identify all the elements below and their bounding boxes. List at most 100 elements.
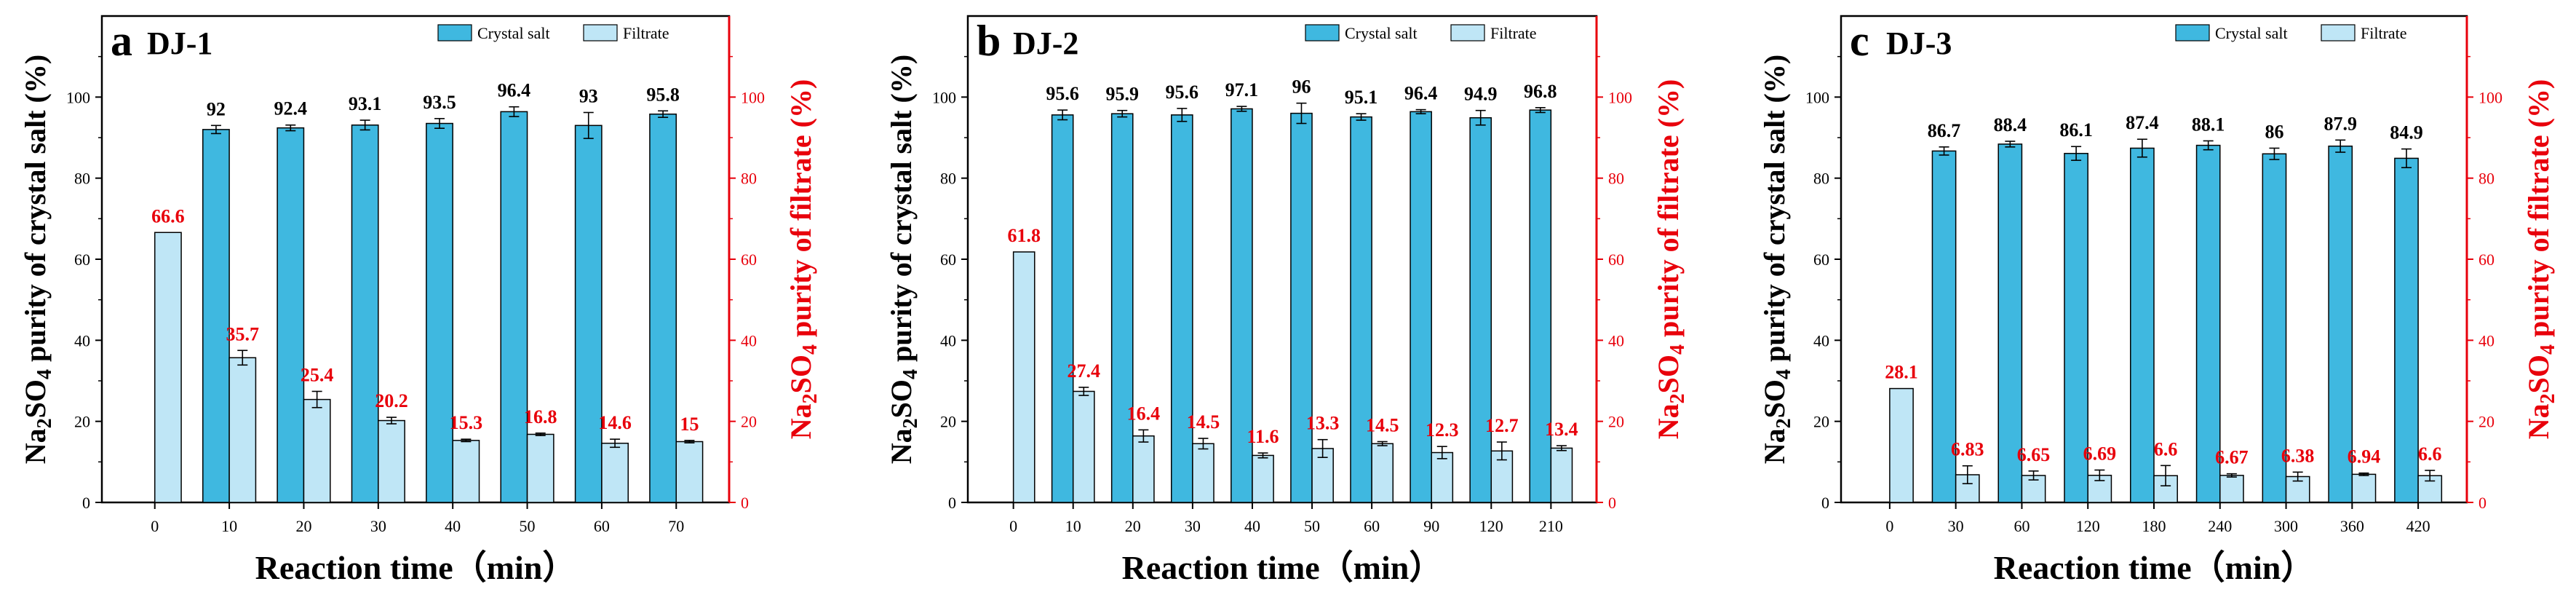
- x-tick-label: 30: [1948, 517, 1964, 535]
- x-tick-label: 0: [151, 517, 159, 535]
- crystal-salt-data-label: 93.5: [423, 92, 456, 113]
- panel-letter: a: [111, 17, 132, 65]
- x-tick-label: 60: [2014, 517, 2030, 535]
- crystal-salt-data-label: 93.1: [349, 93, 382, 114]
- filtrate-data-label: 27.4: [1068, 360, 1101, 382]
- x-tick-label: 180: [2142, 517, 2166, 535]
- label-part: SO: [19, 379, 52, 418]
- label-part: purity of filtrate (%): [2522, 79, 2555, 344]
- label-part: Na: [784, 403, 817, 439]
- right-y-tick-label: 100: [1608, 88, 1632, 106]
- filtrate-data-label: 14.5: [1187, 411, 1220, 433]
- filtrate-data-label: 35.7: [226, 323, 260, 344]
- crystal-salt-data-label: 88.4: [1994, 114, 2027, 135]
- crystal-salt-data-label: 86.7: [1928, 120, 1961, 141]
- right-y-tick-label: 0: [1608, 494, 1616, 512]
- legend-swatch-crystal-salt: [2175, 24, 2210, 42]
- x-tick-label: 90: [1423, 517, 1439, 535]
- crystal-salt-data-label: 95.8: [646, 84, 680, 105]
- left-y-axis-label: Na2SO4 purity of crystal salt (%): [19, 55, 56, 464]
- label-part: purity of filtrate (%): [784, 79, 817, 344]
- right-y-tick-label: 100: [741, 88, 765, 106]
- x-tick-label: 10: [1065, 517, 1081, 535]
- legend-label-crystal-salt: Crystal salt: [477, 24, 550, 42]
- right-y-tick-label: 20: [2478, 413, 2494, 431]
- x-tick-label: 10: [221, 517, 237, 535]
- label-part: Na: [2522, 403, 2555, 439]
- x-tick-label: 30: [370, 517, 386, 535]
- panel-title: DJ-2: [1013, 25, 1078, 61]
- crystal-salt-data-label: 92: [207, 98, 226, 119]
- filtrate-data-label: 12.7: [1485, 415, 1519, 436]
- filtrate-bar: [1072, 390, 1095, 503]
- left-y-tick-label: 40: [1813, 331, 1829, 350]
- crystal-salt-bar: [1170, 114, 1193, 503]
- left-y-axis-label: Na2SO4 purity of crystal salt (%): [885, 55, 922, 464]
- filtrate-data-label: 6.65: [2017, 444, 2051, 465]
- x-tick-label: 300: [2274, 517, 2298, 535]
- crystal-salt-bar: [649, 113, 677, 503]
- x-tick-label: 60: [1364, 517, 1380, 535]
- label-part: SO: [2522, 355, 2555, 393]
- filtrate-data-label: 6.69: [2083, 443, 2117, 465]
- left-y-tick-label: 60: [940, 250, 956, 269]
- label-part: 4: [1773, 369, 1795, 379]
- filtrate-data-label: 25.4: [301, 364, 334, 385]
- left-y-tick-label: 0: [1821, 494, 1829, 512]
- x-tick-label: 420: [2406, 517, 2430, 535]
- left-y-tick-label: 20: [1813, 413, 1829, 431]
- crystal-salt-bar: [1231, 108, 1253, 503]
- right-y-tick-label: 20: [741, 413, 757, 431]
- panel-letter: b: [977, 17, 1001, 65]
- label-part: Na: [1758, 428, 1791, 464]
- crystal-salt-data-label: 87.4: [2126, 112, 2159, 133]
- chart-panel-c: 0 0 20 20 40 40 60 60 80 80 100 100 0 28.1 30 86.7 6.83 6…: [1758, 15, 2559, 586]
- crystal-salt-bar: [2262, 153, 2287, 503]
- panel-letter: c: [1850, 17, 1869, 65]
- crystal-salt-bar: [277, 127, 305, 503]
- label-part: 4: [33, 369, 56, 379]
- right-y-tick-label: 0: [2478, 494, 2486, 512]
- right-y-axis-label: Na2SO4 purity of filtrate (%): [2522, 79, 2559, 440]
- filtrate-data-label: 20.2: [375, 390, 408, 411]
- left-y-tick-label: 60: [1813, 250, 1829, 269]
- filtrate-bar: [154, 232, 182, 503]
- crystal-salt-bar: [2130, 147, 2155, 503]
- right-y-tick-label: 40: [2478, 331, 2494, 350]
- label-part: SO: [1652, 355, 1685, 393]
- x-tick-label: 70: [668, 517, 684, 535]
- panel-title: DJ-1: [147, 25, 212, 61]
- crystal-salt-bar: [1410, 111, 1432, 503]
- right-y-tick-label: 20: [1608, 413, 1624, 431]
- filtrate-data-label: 15.3: [450, 412, 483, 433]
- filtrate-bar: [675, 441, 704, 503]
- crystal-salt-bar: [1529, 109, 1552, 503]
- x-tick-label: 30: [1185, 517, 1201, 535]
- right-y-tick-label: 60: [1608, 250, 1624, 269]
- crystal-salt-bar: [1931, 150, 1957, 503]
- panel-title: DJ-3: [1886, 25, 1952, 61]
- label-part: 2: [33, 418, 56, 428]
- crystal-salt-bar: [2195, 144, 2221, 503]
- label-part: 4: [899, 369, 922, 379]
- filtrate-data-label: 28.1: [1885, 362, 1918, 383]
- crystal-salt-bar: [574, 125, 603, 503]
- filtrate-data-label: 12.3: [1426, 419, 1459, 441]
- right-y-tick-label: 100: [2478, 88, 2503, 106]
- left-y-tick-label: 20: [940, 413, 956, 431]
- crystal-salt-data-label: 86: [2265, 121, 2283, 142]
- crystal-salt-data-label: 86.1: [2059, 119, 2093, 141]
- filtrate-data-label: 6.83: [1951, 439, 1984, 460]
- filtrate-data-label: 16.4: [1127, 403, 1161, 424]
- filtrate-bar: [228, 357, 257, 503]
- crystal-salt-data-label: 96.4: [498, 80, 531, 101]
- label-part: 4: [799, 344, 822, 355]
- x-tick-label: 120: [1479, 517, 1503, 535]
- filtrate-bar: [378, 419, 405, 503]
- label-part: SO: [885, 379, 918, 418]
- label-part: purity of crystal salt (%): [885, 55, 918, 369]
- crystal-salt-data-label: 95.6: [1046, 83, 1079, 104]
- filtrate-data-label: 15: [680, 414, 699, 435]
- filtrate-data-label: 11.6: [1247, 426, 1279, 447]
- filtrate-data-label: 66.6: [151, 205, 185, 226]
